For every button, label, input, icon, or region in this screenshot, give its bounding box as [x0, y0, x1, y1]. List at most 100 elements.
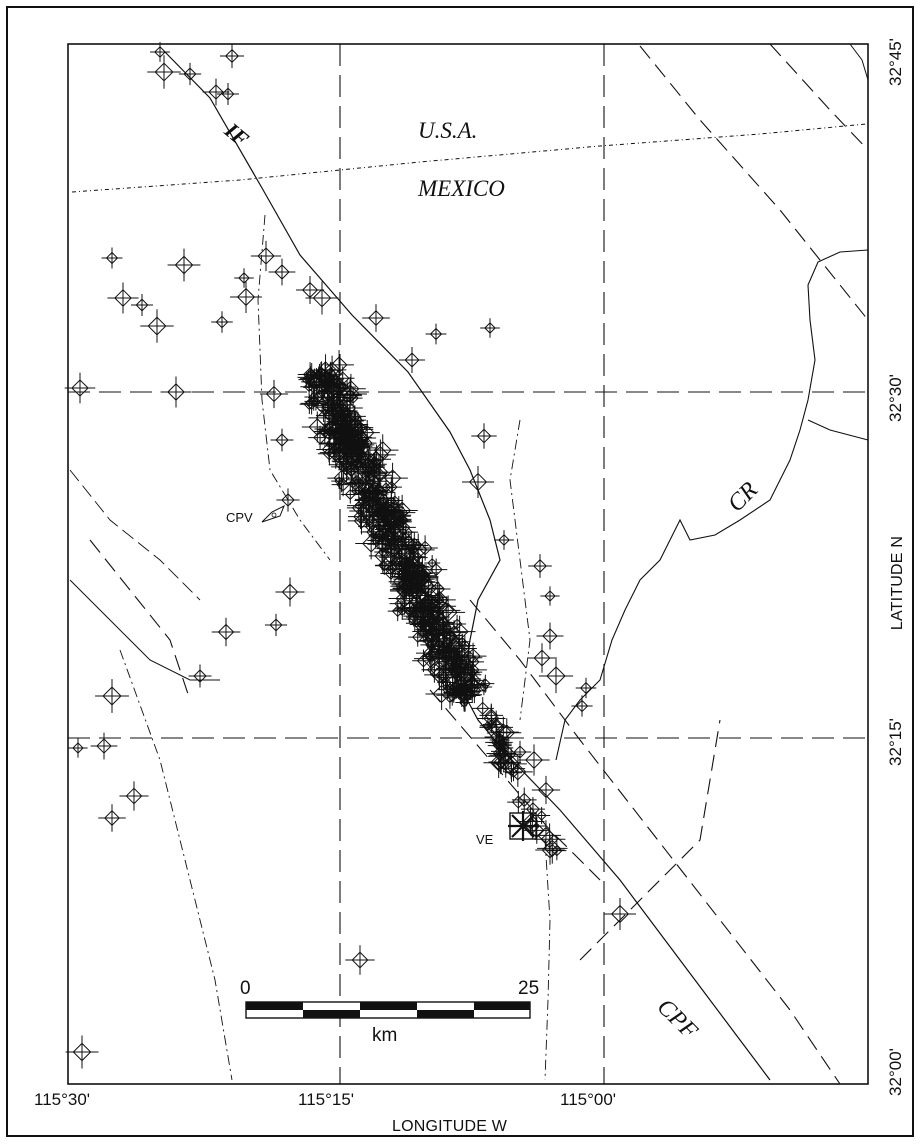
earthquake-symbol [211, 311, 233, 333]
earthquake-symbol [373, 502, 391, 520]
earthquake-symbol [383, 534, 405, 556]
label-ve: VE [476, 832, 494, 847]
y-axis-title: LATITUDE N [889, 535, 906, 631]
earthquake-symbol [332, 430, 349, 447]
earthquake-symbol [160, 376, 192, 408]
ve-event-star-icon [508, 811, 538, 841]
earthquake-symbol [276, 488, 300, 512]
scale-bar [245, 1001, 531, 1019]
earthquake-symbol [305, 281, 339, 315]
label-cpv: CPV [226, 510, 253, 525]
earthquake-symbol [342, 471, 368, 496]
earthquake-symbol [322, 370, 357, 404]
earthquake-symbol [528, 554, 552, 578]
y-tick-32-45: 32°45' [886, 38, 905, 86]
imperial-fault-trace [164, 51, 771, 1081]
x-tick-115-15: 115°15' [298, 1090, 355, 1109]
figure-frame [6, 6, 914, 1137]
earthquake-symbol [270, 428, 294, 452]
earthquake-symbol [178, 62, 202, 86]
earthquake-symbol [461, 465, 495, 499]
scale-bar-unit: km [372, 1025, 398, 1046]
earthquake-symbol [350, 456, 381, 487]
y-tick-32-30: 32°30' [886, 374, 905, 422]
earthquake-symbol [409, 548, 426, 565]
earthquake-symbol [317, 421, 343, 447]
earthquake-symbol [398, 551, 429, 582]
scale-bar-start: 0 [240, 978, 251, 999]
earthquake-symbol [462, 651, 485, 673]
y-tick-32-00: 32°00' [886, 1048, 905, 1096]
earthquake-symbol [147, 55, 181, 89]
earthquake-symbol [393, 519, 419, 545]
earthquake-symbol [537, 833, 568, 864]
earthquake-symbol [400, 531, 429, 560]
earthquake-symbol [401, 576, 433, 608]
western-dashed-line [69, 469, 201, 601]
earthquake-symbol [219, 43, 245, 69]
colorado-river [555, 249, 869, 761]
fault-cpf-dashed [469, 599, 841, 1085]
earthquake-symbol [264, 613, 288, 637]
dash-dot-features [119, 214, 551, 1081]
earthquake-symbol [494, 530, 514, 550]
earthquake-symbol [511, 787, 537, 813]
earthquake-symbol [436, 641, 468, 673]
earthquake-symbol [167, 248, 201, 282]
earthquake-symbol [336, 373, 366, 404]
earthquake-symbol [119, 781, 149, 811]
x-tick-115-30: 115°30' [34, 1090, 91, 1109]
earthquake-symbol [395, 570, 413, 587]
fault-central-dashed [429, 689, 601, 881]
earthquake-symbol [307, 393, 325, 411]
earthquake-symbol [527, 643, 557, 673]
earthquake-symbol [485, 728, 513, 757]
earthquake-symbol [308, 425, 332, 450]
map-border [67, 43, 869, 1085]
earthquake-symbol [140, 309, 174, 343]
earthquake-symbol [68, 738, 88, 758]
earthquake-symbol [340, 434, 364, 459]
earthquake-symbol [366, 452, 383, 469]
earthquake-symbol [345, 945, 375, 975]
graticule [68, 44, 868, 1084]
feature-3 [509, 419, 531, 721]
earthquake-symbol [65, 1035, 99, 1069]
cpv-volcano-icon [261, 504, 285, 523]
earthquake-symbol [131, 294, 153, 316]
earthquake-symbol [425, 323, 447, 345]
earthquake-symbol [430, 588, 448, 606]
earthquake-symbol [444, 674, 469, 699]
earthquake-symbol [471, 697, 494, 720]
feature-4 [544, 839, 551, 1081]
earthquake-symbol [471, 423, 497, 449]
earthquake-symbol [211, 617, 241, 647]
earthquake-symbol [482, 713, 510, 741]
x-axis-title: LONGITUDE W [392, 1118, 508, 1135]
dashed-faults [89, 43, 869, 1085]
earthquake-symbol [575, 677, 597, 699]
earthquake-symbol [310, 362, 332, 385]
earthquake-symbol [604, 898, 636, 930]
earthquake-symbol [150, 42, 170, 62]
earthquake-symbol [508, 740, 532, 764]
earthquake-symbol [295, 275, 325, 305]
earthquake-symbol [540, 586, 560, 606]
earthquake-symbol [316, 436, 342, 463]
earthquake-symbol [536, 622, 564, 650]
earthquake-symbol [230, 281, 262, 313]
earthquake-symbol [217, 83, 239, 105]
earthquake-symbol [268, 258, 296, 286]
earthquake-symbol [202, 78, 230, 106]
earthquake-symbol [507, 790, 530, 814]
earthquake-symbol [480, 318, 500, 338]
earthquake-symbol [535, 835, 565, 865]
earthquake-symbol [188, 664, 212, 688]
earthquake-symbol [306, 381, 338, 413]
earthquake-symbol [432, 596, 461, 625]
earthquake-symbol [95, 679, 129, 713]
earthquake-symbol [374, 543, 392, 561]
earthquake-symbol [90, 732, 118, 760]
earthquake-symbol [64, 372, 96, 404]
